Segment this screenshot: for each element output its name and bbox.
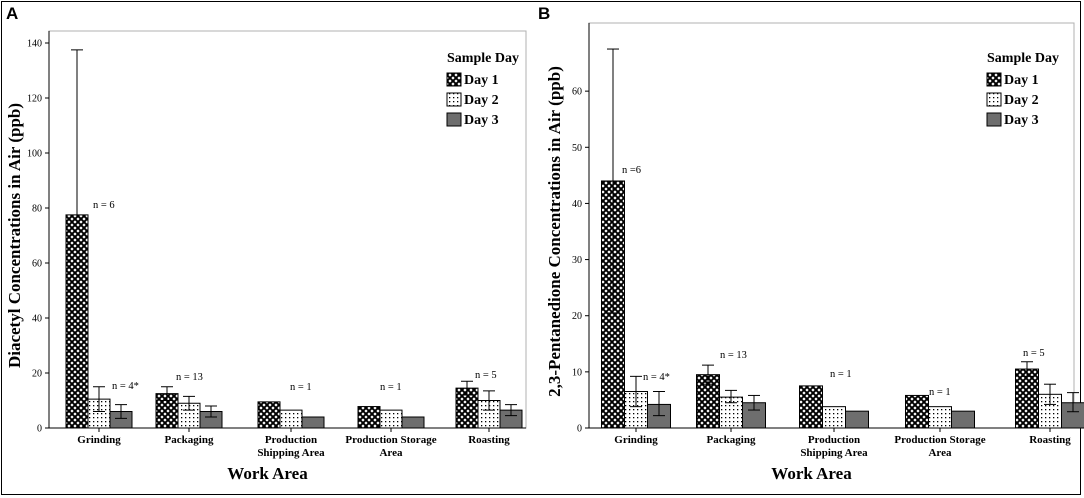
bar-day-3-production-storage-area — [951, 410, 975, 429]
n-annotation: n =6 — [622, 165, 641, 176]
x-tick-label: Packaging — [707, 434, 756, 446]
y-tick-label: 60 — [32, 259, 42, 270]
y-tick-label: 40 — [32, 314, 42, 325]
legend-label-day-3: Day 3 — [464, 113, 499, 128]
y-tick-label: 60 — [572, 87, 582, 98]
legend-label-day-2: Day 2 — [1004, 93, 1039, 108]
legend-swatch-day-3 — [446, 112, 462, 127]
n-annotation: n = 1 — [929, 387, 951, 398]
legend-title: Sample Day — [987, 51, 1059, 66]
y-tick-label: 10 — [572, 367, 582, 378]
x-axis-label: Work Area — [227, 464, 308, 483]
bar-day-2-production-storage-area — [379, 409, 403, 429]
bar-day-1-production-shipping-area — [257, 401, 281, 429]
n-annotation: n = 4* — [643, 372, 670, 383]
x-tick-label: Production Shipping Area — [257, 434, 325, 459]
x-tick-label: Production Storage Area — [894, 434, 985, 459]
y-tick-label: 20 — [572, 311, 582, 322]
y-axis-label: 2,3-Pentanedione Concentrations in Air (… — [545, 66, 564, 397]
y-axis-label: Diacetyl Concentrations in Air (ppb) — [5, 103, 24, 368]
bar-day-1-production-storage-area — [357, 406, 381, 429]
legend-label-day-1: Day 1 — [1004, 73, 1039, 88]
chart-a: 0 20 40 60 80 100 120 140 Diacetyl Concentration… — [5, 30, 527, 483]
y-tick-label: 50 — [572, 143, 582, 154]
panel-letter-a: A — [6, 4, 19, 23]
y-tick-label: 40 — [572, 199, 582, 210]
y-tick-label: 120 — [27, 94, 42, 105]
n-annotation: n = 5 — [475, 370, 497, 381]
bar-day-1-grinding — [65, 214, 89, 429]
x-tick-label: Grinding — [77, 434, 121, 446]
legend-label-day-1: Day 1 — [464, 73, 499, 88]
bar-day-3-production-storage-area — [401, 416, 425, 429]
legend-swatch-day-3 — [986, 112, 1002, 127]
bar-day-2-production-storage-area — [928, 406, 952, 429]
x-axis-label: Work Area — [771, 464, 852, 483]
bar-day-2-production-shipping-area — [822, 406, 846, 429]
x-tick-label: Grinding — [614, 434, 658, 446]
y-tick-label: 140 — [27, 39, 42, 50]
n-annotation: n = 13 — [176, 372, 203, 383]
bar-day-3-production-shipping-area — [845, 410, 869, 429]
x-tick-label: Packaging — [165, 434, 214, 446]
n-annotation: n = 1 — [830, 369, 852, 380]
bar-day-3-production-shipping-area — [301, 416, 325, 429]
legend-label-day-3: Day 3 — [1004, 113, 1039, 128]
bar-day-1-production-shipping-area — [799, 385, 823, 429]
n-annotation: n = 4* — [112, 381, 139, 392]
legend-swatch-day-1 — [986, 72, 1002, 87]
y-tick-label: 100 — [27, 149, 42, 160]
y-tick-label: 20 — [32, 369, 42, 380]
n-annotation: n = 13 — [720, 350, 747, 361]
legend-label-day-2: Day 2 — [464, 93, 499, 108]
bar-day-2-production-shipping-area — [279, 409, 303, 429]
bar-day-1-production-storage-area — [905, 394, 929, 429]
n-annotation: n = 6 — [93, 200, 115, 211]
x-tick-label: Production Storage Area — [345, 434, 436, 459]
legend-swatch-day-1 — [446, 72, 462, 87]
x-tick-label: Roasting — [1029, 434, 1071, 446]
n-annotation: n = 1 — [290, 382, 312, 393]
y-tick-label: 30 — [572, 255, 582, 266]
y-tick-label: 0 — [37, 424, 42, 435]
legend-swatch-day-2 — [986, 92, 1002, 107]
x-tick-label: Production Shipping Area — [800, 434, 868, 459]
chart-b: 0 10 20 30 40 50 60 2,3-Pentanedione Concentrat… — [545, 22, 1084, 483]
panel-letter-b: B — [538, 4, 551, 23]
legend-swatch-day-2 — [446, 92, 462, 107]
plot-area — [48, 30, 527, 429]
y-tick-label: 0 — [577, 424, 582, 435]
legend-title: Sample Day — [447, 51, 519, 66]
y-tick-label: 80 — [32, 204, 42, 215]
n-annotation: n = 5 — [1023, 348, 1045, 359]
n-annotation: n = 1 — [380, 382, 402, 393]
x-tick-label: Roasting — [468, 434, 510, 446]
bar-day-1-roasting — [1015, 368, 1039, 429]
